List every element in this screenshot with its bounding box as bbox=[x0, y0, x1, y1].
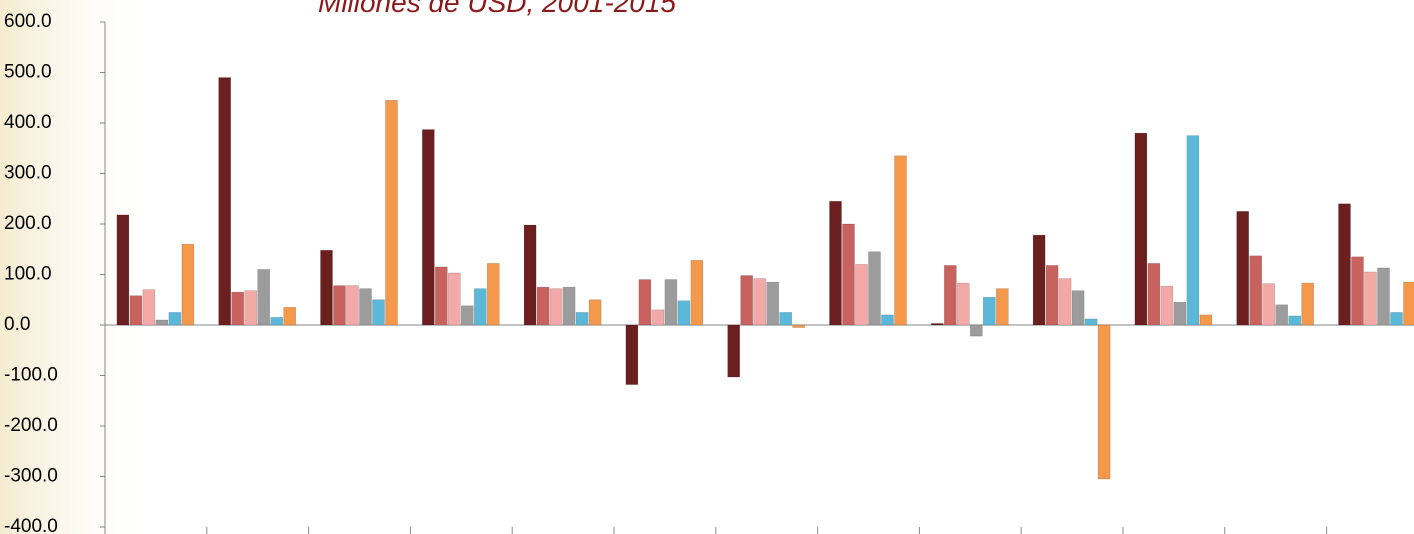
bar bbox=[625, 324, 639, 385]
y-tick-label: 100.0 bbox=[4, 264, 52, 285]
bar bbox=[1364, 271, 1377, 326]
bar bbox=[1058, 278, 1072, 326]
y-tick-label: 500.0 bbox=[4, 62, 52, 83]
bar bbox=[1147, 263, 1161, 326]
bar bbox=[664, 279, 678, 326]
bar bbox=[931, 323, 944, 326]
bar bbox=[536, 286, 550, 326]
bar bbox=[829, 201, 842, 326]
bar bbox=[1377, 267, 1390, 326]
bar bbox=[1390, 312, 1403, 326]
bar bbox=[372, 299, 385, 326]
bar bbox=[283, 307, 296, 326]
bar bbox=[727, 324, 740, 378]
bar bbox=[792, 324, 805, 328]
bar bbox=[270, 317, 283, 326]
bar bbox=[855, 264, 868, 326]
bar bbox=[562, 286, 576, 326]
bar bbox=[346, 285, 359, 326]
bar bbox=[1275, 304, 1288, 326]
bar bbox=[588, 299, 602, 326]
bar bbox=[1186, 135, 1200, 326]
bar bbox=[638, 279, 652, 326]
bar bbox=[1403, 281, 1414, 326]
bar bbox=[740, 275, 753, 326]
bar bbox=[1236, 211, 1249, 326]
chart-subtitle: Millones de USD, 2001-2015 bbox=[318, 0, 676, 18]
background bbox=[0, 0, 160, 534]
bar bbox=[766, 281, 779, 326]
bar bbox=[944, 265, 957, 326]
bar bbox=[523, 224, 537, 326]
bar bbox=[231, 291, 244, 326]
bar bbox=[1097, 324, 1111, 480]
bar bbox=[142, 289, 156, 326]
y-tick-label: -200.0 bbox=[4, 415, 58, 436]
bar bbox=[651, 309, 665, 326]
bar bbox=[1249, 255, 1262, 326]
bar bbox=[1032, 234, 1046, 326]
bar bbox=[244, 290, 257, 326]
bar bbox=[1071, 290, 1085, 326]
bar bbox=[422, 129, 435, 326]
bar bbox=[1173, 302, 1187, 326]
bar bbox=[116, 214, 130, 326]
bar bbox=[257, 269, 270, 326]
bar bbox=[155, 319, 169, 326]
bar bbox=[779, 312, 792, 326]
bar bbox=[461, 305, 474, 326]
bar bbox=[868, 251, 881, 326]
bar bbox=[996, 288, 1009, 326]
bar bbox=[677, 300, 691, 326]
bar bbox=[474, 288, 487, 326]
bar bbox=[181, 243, 195, 326]
y-tick-label: 600.0 bbox=[4, 11, 52, 32]
y-tick-label: 200.0 bbox=[4, 213, 52, 234]
bar bbox=[842, 223, 855, 326]
bar bbox=[690, 260, 704, 326]
bar bbox=[168, 312, 182, 326]
bar bbox=[1084, 318, 1098, 326]
y-tick-label: 400.0 bbox=[4, 112, 52, 133]
bar bbox=[1301, 282, 1314, 326]
bar bbox=[1045, 265, 1059, 326]
y-tick-label: 0.0 bbox=[4, 314, 30, 335]
bar bbox=[1160, 285, 1174, 326]
bar bbox=[359, 288, 372, 326]
y-tick-label: -400.0 bbox=[4, 516, 58, 534]
bar bbox=[1338, 203, 1351, 326]
bar bbox=[129, 295, 143, 326]
bar bbox=[753, 278, 766, 326]
bar bbox=[448, 272, 461, 326]
bar bbox=[487, 263, 500, 326]
bar bbox=[1288, 315, 1301, 326]
bar bbox=[970, 324, 983, 337]
bar bbox=[435, 266, 448, 326]
y-tick-label: -100.0 bbox=[4, 365, 58, 386]
bar bbox=[881, 314, 894, 326]
bar bbox=[1351, 256, 1364, 326]
bar bbox=[333, 285, 346, 326]
bar bbox=[320, 250, 333, 326]
y-tick-label: -300.0 bbox=[4, 466, 58, 487]
bar bbox=[549, 288, 563, 326]
bar bbox=[1199, 314, 1213, 326]
bar bbox=[1262, 283, 1275, 326]
y-tick-label: 300.0 bbox=[4, 163, 52, 184]
bar bbox=[894, 155, 907, 326]
bar bbox=[575, 312, 589, 326]
bar bbox=[218, 77, 231, 326]
bar bbox=[957, 282, 970, 326]
bar bbox=[1134, 132, 1148, 326]
bar bbox=[983, 296, 996, 326]
bar bbox=[385, 100, 398, 326]
